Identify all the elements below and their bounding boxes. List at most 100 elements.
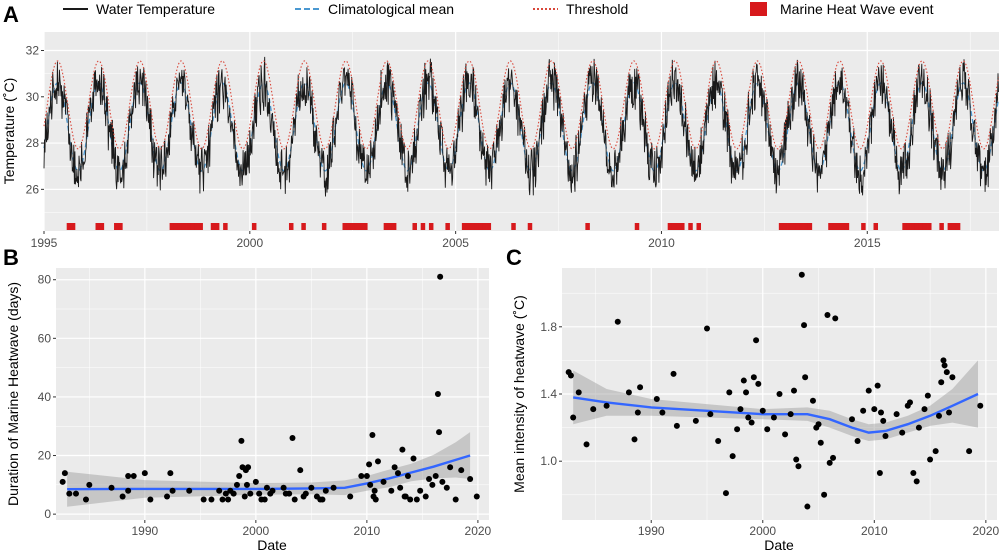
heatwave-event-marker [482,223,487,230]
panel-c-data-point [865,387,872,394]
heatwave-event-marker [118,223,123,230]
panel-c-x-tick-label: 2020 [972,524,999,538]
heatwave-event-marker [511,223,516,230]
panel-c-data-point [729,453,736,460]
panel-c-data-point [737,406,744,413]
heatwave-event-marker [836,223,841,230]
heatwave-event-marker [671,223,677,230]
heatwave-event-marker [66,223,72,230]
heatwave-event-marker [696,223,702,230]
panel-b-data-point [219,496,226,503]
panel-c-data-point [787,411,794,418]
heatwave-event-marker [363,223,368,230]
panel-b-points [59,273,480,503]
panel-a-y-tick-label: 28 [26,136,40,150]
panel-b-data-point [125,473,132,480]
panel-b-data-point [407,496,414,503]
panel-c-data-point [590,406,597,413]
heatwave-event-marker [470,223,475,230]
panel-c: C 1990 2000 2010 2020 1.0 1.4 1.8 Date Mean in… [506,245,1000,553]
panel-b-data-point [380,478,387,485]
panel-c-data-point [830,454,837,461]
panel-c-data-point [753,337,760,344]
panel-a: A Water Temperature Climatological mean Th… [1,1,1000,250]
panel-c-data-point [670,370,677,377]
panel-b-data-point [322,487,329,494]
panel-a-y-tick-label: 26 [26,182,40,196]
panel-c-data-point [748,419,755,426]
heatwave-event-marker [688,223,693,230]
panel-b-data-point [169,487,176,494]
heatwave-event-marker [181,223,187,230]
panel-c-data-point [759,407,766,414]
panel-c-x-axis-title: Date [764,537,794,553]
panel-c-data-point [798,271,805,278]
panel-c-data-point [913,478,920,485]
heatwave-event-marker [873,223,879,230]
panel-c-y-axis-title: Mean intensity of heatwave (˚C) [511,295,527,493]
panel-c-data-point [880,417,887,424]
heatwave-event-marker [321,223,327,230]
panel-b-data-point [404,473,411,480]
panel-b-x-axis-title: Date [257,537,287,553]
panel-c-data-point [924,392,931,399]
panel-c-data-point [770,414,777,421]
panel-c-data-point [745,414,752,421]
panel-c-data-point [653,396,660,403]
panel-b-data-point [216,487,223,494]
panel-a-plot-area [44,32,999,231]
panel-b-data-point [280,484,287,491]
panel-c-x-tick-label: 2010 [861,524,888,538]
heatwave-event-marker [807,223,813,230]
heatwave-event-marker [387,223,393,230]
heatwave-event-marker [420,223,426,230]
panel-c-data-point [692,417,699,424]
panel-c-data-point [570,414,577,421]
panel-b-data-point [59,478,66,485]
heatwave-event-marker [939,223,944,230]
panel-c-x-tick-label: 1990 [638,524,665,538]
heatwave-event-marker [70,223,76,230]
panel-b-data-point [371,487,378,494]
panel-c-data-point [826,459,833,466]
panel-c-y-tick-label: 1.8 [540,320,557,334]
panel-c-data-point [809,397,816,404]
panel-b-data-point [256,490,263,497]
panel-b-data-point [125,487,132,494]
panel-b-y-tick-label: 40 [38,390,52,404]
panel-c-data-point [567,372,574,379]
panel-c-data-point [936,412,942,419]
panel-c-confidence-band [573,360,978,441]
heatwave-event-marker [840,223,846,230]
panel-b-data-point [413,496,420,503]
heatwave-event-marker [350,223,356,230]
panel-b-data-point [452,496,459,503]
panel-b-data-point [366,461,373,468]
panel-b-data-point [363,473,370,480]
panel-c-data-point [804,503,811,510]
panel-b-y-tick-label: 20 [38,449,52,463]
heatwave-event-marker [799,223,804,230]
panel-c-data-point [966,448,973,455]
panel-c-data-point [603,402,610,409]
heatwave-event-marker [844,223,850,230]
heatwave-event-marker [251,223,257,230]
heatwave-event-marker [445,223,450,230]
heatwave-event-marker [169,223,175,230]
panel-b-data-point [61,470,68,477]
panel-c-data-point [871,406,878,413]
panel-b-data-point [291,496,298,503]
panel-b-data-point [399,446,406,453]
panel-b-x-tick-label: 2000 [242,524,269,538]
panel-b-data-point [439,478,446,485]
panel-b-data-point [402,493,409,500]
panel-b-data-point [200,496,207,503]
panel-c-data-point [977,402,984,409]
heatwave-event-marker [906,223,911,230]
panel-c-data-point [899,429,906,436]
panel-c-data-point [943,369,950,376]
panel-b: B 1990 2000 2010 2020 0 20 40 60 80 Date Duratio… [3,245,492,553]
panel-b-data-point [167,470,174,477]
heatwave-event-marker [214,223,220,230]
panel-c-data-point [634,409,641,416]
